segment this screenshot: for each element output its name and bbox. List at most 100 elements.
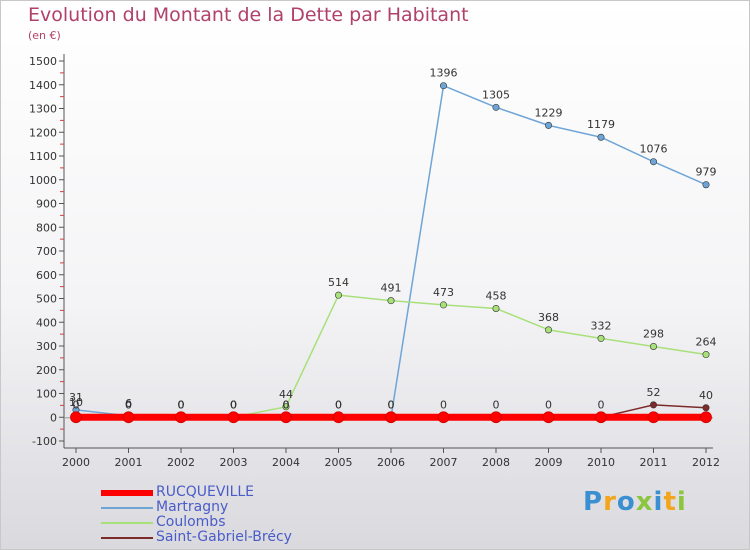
data-point — [702, 351, 710, 359]
data-label: 0 — [125, 398, 132, 411]
data-point — [597, 133, 605, 141]
data-label: 1229 — [535, 106, 563, 119]
series-lines — [75, 84, 707, 421]
y-tick-labels: -100 0 100 200 300 400 500 600 700 800 900 1000 1100… — [29, 55, 64, 448]
legend-label: Saint-Gabriel-Brécy — [156, 529, 292, 545]
series-points — [70, 82, 712, 424]
data-label: 514 — [328, 276, 349, 289]
legend-label: Martragny — [156, 499, 229, 515]
data-point — [385, 411, 397, 424]
data-label: 0 — [440, 398, 447, 411]
data-label: 1305 — [482, 88, 510, 101]
y-tick-label: 1000 — [29, 174, 57, 187]
data-label: 1179 — [587, 118, 615, 131]
data-point — [544, 121, 552, 129]
data-label: 1076 — [640, 143, 668, 156]
x-tick-label: 2001 — [115, 456, 143, 469]
legend-item-saint-gabriel-brecy: Saint-Gabriel-Brécy — [101, 529, 361, 545]
data-point — [227, 411, 240, 424]
data-point — [597, 334, 605, 342]
data-point — [332, 411, 345, 424]
data-label: 473 — [433, 286, 454, 299]
data-label: 44 — [279, 388, 293, 401]
data-label: 332 — [591, 319, 612, 332]
y-tick-label: -100 — [32, 435, 57, 448]
data-label: 0 — [283, 398, 290, 411]
y-tick-label: 1400 — [29, 79, 57, 92]
data-point — [702, 181, 710, 189]
data-label: 52 — [647, 386, 661, 399]
data-label: 264 — [696, 336, 717, 349]
line-chart: -100010020030040050060070080090010001100… — [29, 54, 720, 469]
data-point — [700, 411, 712, 424]
x-tick-label: 2003 — [220, 456, 248, 469]
data-label: 0 — [598, 398, 605, 411]
x-tick-label: 2000 — [62, 456, 90, 469]
data-label: 368 — [538, 311, 559, 324]
logo-letter: i — [676, 487, 687, 517]
x-tick-labels: 2000 2001 2002 2003 2004 2005 2006 2007 2008 2009… — [62, 448, 720, 469]
logo-letter: t — [663, 487, 677, 517]
unit-label: (en €) — [28, 29, 61, 42]
data-point — [282, 403, 290, 411]
logo-letter: r — [603, 487, 617, 517]
data-point — [542, 411, 555, 424]
x-tick-label: 2008 — [482, 456, 510, 469]
legend-label: Coulombs — [156, 514, 226, 530]
data-label: 0 — [73, 398, 80, 411]
data-point — [595, 411, 607, 424]
legend-swatch — [101, 490, 153, 496]
data-point — [439, 301, 447, 309]
data-point — [492, 103, 500, 111]
y-tick-label: 700 — [36, 245, 57, 258]
data-point — [544, 326, 552, 334]
x-tick-label: 2006 — [377, 456, 405, 469]
data-point — [387, 297, 395, 305]
legend-swatch — [101, 537, 153, 539]
y-tick-label: 500 — [36, 293, 57, 306]
series-line-martragny — [75, 84, 707, 418]
data-label: 0 — [283, 398, 290, 411]
x-tick-label: 2012 — [692, 456, 720, 469]
data-point — [649, 158, 657, 166]
data-point — [702, 404, 710, 412]
y-tick-label: 1300 — [29, 103, 57, 116]
data-label: 0 — [125, 398, 132, 411]
logo-letter: x — [635, 487, 654, 517]
data-label: 1396 — [430, 67, 458, 80]
legend-item-coulombs: Coulombs — [101, 514, 361, 530]
x-tick-label: 2004 — [272, 456, 300, 469]
data-point — [175, 411, 187, 424]
data-label: 0 — [388, 398, 395, 411]
data-point — [647, 411, 660, 424]
data-label: 0 — [230, 398, 237, 411]
data-point — [122, 411, 135, 424]
data-label: 40 — [699, 389, 713, 402]
y-tick-label: 1500 — [29, 55, 57, 68]
chart-title: Evolution du Montant de la Dette par Hab… — [28, 4, 469, 26]
y-tick-label: 100 — [36, 388, 57, 401]
data-label: 0 — [388, 398, 395, 411]
data-point — [437, 411, 450, 424]
data-label: 6 — [125, 397, 132, 410]
legend-item-rucqueville: RUCQUEVILLE — [101, 484, 361, 500]
data-point — [280, 411, 292, 424]
x-tick-label: 2002 — [167, 456, 195, 469]
data-label: 0 — [178, 398, 185, 411]
data-label: 298 — [643, 327, 664, 340]
data-label: 0 — [493, 398, 500, 411]
legend-item-martragny: Martragny — [101, 499, 361, 515]
data-label: 0 — [230, 398, 237, 411]
data-point — [439, 82, 447, 90]
x-tick-label: 2011 — [640, 456, 668, 469]
data-label: 0 — [335, 398, 342, 411]
data-label: 491 — [381, 282, 402, 295]
data-label: 979 — [696, 166, 717, 179]
y-minor-ticks — [60, 72, 64, 430]
data-label: 0 — [178, 398, 185, 411]
x-tick-label: 2010 — [587, 456, 615, 469]
y-tick-label: 400 — [36, 316, 57, 329]
legend-swatch — [101, 522, 153, 524]
data-label: 0 — [335, 398, 342, 411]
